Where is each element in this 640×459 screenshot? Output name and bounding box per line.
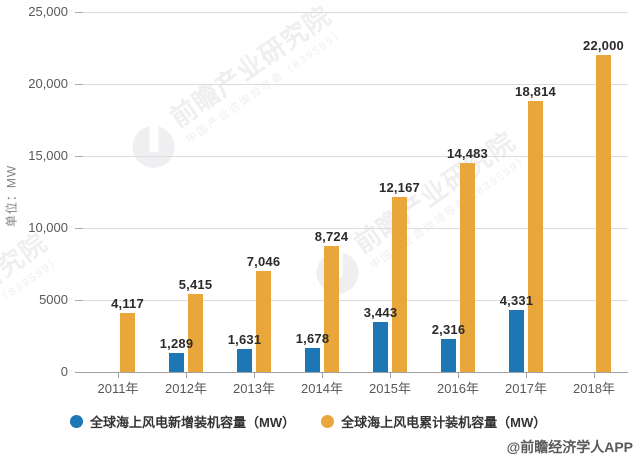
- bar-label-new-2012年: 1,289: [159, 336, 194, 352]
- legend: 全球海上风电新增装机容量（MW） 全球海上风电累计装机容量（MW）: [70, 412, 546, 431]
- bar-label-cumulative-2012年: 5,415: [178, 277, 213, 293]
- attribution-text: @前瞻经济学人APP: [506, 439, 633, 455]
- legend-label-new-capacity: 全球海上风电新增装机容量（MW）: [90, 415, 296, 430]
- y-tick-5000: [75, 300, 83, 301]
- watermark-sub-text: 中国产业咨询领导者（839599）: [0, 253, 65, 374]
- bar-new-2016年: [441, 338, 456, 372]
- bar-cumulative-2012年: [188, 294, 203, 372]
- watermark-main-text: 前瞻产业研究院: [164, 0, 337, 134]
- bar-cumulative-2014年: [324, 246, 339, 372]
- bar-new-2014年: [305, 347, 320, 372]
- x-tick-2016年: [458, 373, 459, 378]
- x-tick-label-2014年: 2014年: [301, 381, 343, 396]
- x-tick-label-2015年: 2015年: [369, 381, 411, 396]
- x-tick-2018年: [594, 373, 595, 378]
- x-tick-2017年: [526, 373, 527, 378]
- bar-label-cumulative-2011年: 4,117: [111, 295, 144, 311]
- y-tick-25000: [75, 12, 83, 13]
- y-tick-label-25000: 25,000: [28, 4, 68, 19]
- y-axis-title: 单位：MW: [4, 164, 19, 228]
- x-tick-2013年: [254, 373, 255, 378]
- y-tick-label-20000: 20,000: [28, 76, 68, 91]
- bar-label-cumulative-2018年: 22,000: [583, 38, 624, 54]
- qianzhan-logo-icon: [132, 119, 175, 168]
- bar-label-cumulative-2017年: 18,814: [515, 84, 556, 100]
- x-tick-label-2017年: 2017年: [505, 381, 547, 396]
- bar-label-cumulative-2014年: 8,724: [314, 229, 349, 245]
- bar-label-new-2016年: 2,316: [431, 321, 466, 337]
- bar-label-new-2017年: 4,331: [499, 292, 534, 308]
- gridline-15000: [75, 156, 628, 157]
- bar-cumulative-2016年: [460, 163, 475, 372]
- bar-cumulative-2011年: [120, 312, 135, 372]
- x-axis-line: [75, 372, 628, 373]
- y-tick-20000: [75, 84, 83, 85]
- gridline-10000: [75, 228, 628, 229]
- y-tick-label-0: 0: [60, 364, 68, 379]
- y-tick-label-5000: 5000: [39, 292, 68, 307]
- bar-new-2015年: [373, 322, 388, 372]
- x-tick-2014年: [322, 373, 323, 378]
- y-tick-label-10000: 10,000: [28, 220, 68, 235]
- x-tick-2011年: [118, 373, 119, 378]
- bar-label-new-2014年: 1,678: [295, 330, 330, 346]
- legend-dot-new-capacity-icon: [70, 415, 83, 428]
- bar-label-cumulative-2015年: 12,167: [379, 179, 420, 195]
- bar-label-new-2015年: 3,443: [363, 305, 398, 321]
- bar-new-2012年: [169, 353, 184, 372]
- gridline-20000: [75, 84, 628, 85]
- y-tick-15000: [75, 156, 83, 157]
- y-tick-label-15000: 15,000: [28, 148, 68, 163]
- x-tick-label-2018年: 2018年: [573, 381, 615, 396]
- bar-label-cumulative-2016年: 14,483: [447, 146, 488, 162]
- legend-item-new-capacity: 全球海上风电新增装机容量（MW）: [70, 412, 295, 431]
- bar-new-2013年: [237, 348, 252, 372]
- bar-label-new-2013年: 1,631: [227, 331, 262, 347]
- y-tick-10000: [75, 228, 83, 229]
- bar-cumulative-2017年: [528, 101, 543, 372]
- x-tick-label-2016年: 2016年: [437, 381, 479, 396]
- legend-dot-cumulative-capacity-icon: [321, 415, 335, 428]
- x-tick-label-2013年: 2013年: [233, 381, 275, 396]
- gridline-5000: [75, 300, 628, 301]
- watermark-main-text: 前瞻产业研究院: [348, 126, 521, 260]
- bar-cumulative-2018年: [596, 55, 611, 372]
- x-tick-label-2011年: 2011年: [97, 381, 139, 396]
- gridline-25000: [75, 12, 628, 13]
- bar-new-2017年: [509, 309, 524, 372]
- legend-label-cumulative-capacity: 全球海上风电累计装机容量（MW）: [341, 415, 547, 430]
- watermark-sub-text: 中国产业咨询领导者（839599）: [184, 26, 349, 147]
- bar-cumulative-2015年: [392, 196, 407, 372]
- x-tick-2012年: [186, 373, 187, 378]
- bar-label-cumulative-2013年: 7,046: [246, 253, 281, 269]
- legend-item-cumulative-capacity: 全球海上风电累计装机容量（MW）: [321, 412, 546, 431]
- bar-cumulative-2013年: [256, 270, 271, 372]
- x-tick-label-2012年: 2012年: [165, 381, 207, 396]
- x-tick-2015年: [390, 373, 391, 378]
